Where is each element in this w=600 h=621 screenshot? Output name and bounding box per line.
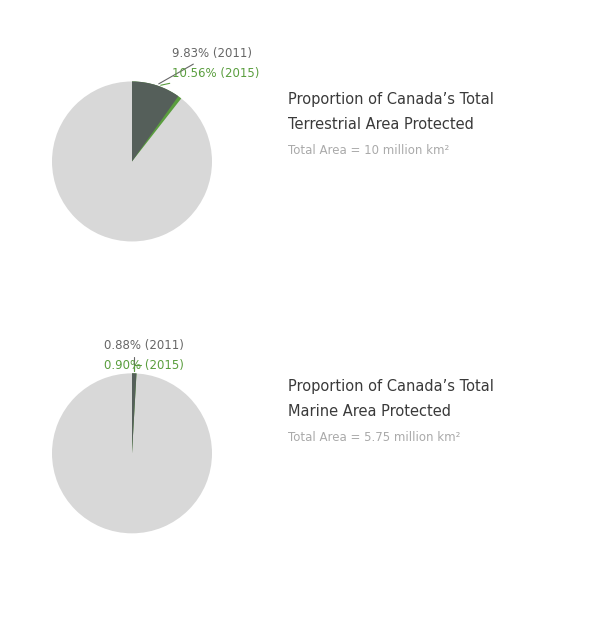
Text: 0.88% (2011): 0.88% (2011) — [104, 339, 184, 371]
Text: Proportion of Canada’s Total: Proportion of Canada’s Total — [288, 92, 494, 107]
Wedge shape — [132, 373, 136, 453]
Text: 9.83% (2011): 9.83% (2011) — [159, 47, 252, 84]
Text: Proportion of Canada’s Total: Proportion of Canada’s Total — [288, 379, 494, 394]
Wedge shape — [132, 81, 181, 161]
Text: Terrestrial Area Protected: Terrestrial Area Protected — [288, 117, 474, 132]
Text: 0.90% (2015): 0.90% (2015) — [104, 359, 184, 372]
Wedge shape — [52, 81, 212, 242]
Text: Total Area = 10 million km²: Total Area = 10 million km² — [288, 144, 449, 156]
Text: Total Area = 5.75 million km²: Total Area = 5.75 million km² — [288, 431, 460, 443]
Wedge shape — [132, 373, 137, 453]
Wedge shape — [132, 81, 178, 161]
Wedge shape — [52, 373, 212, 533]
Text: 10.56% (2015): 10.56% (2015) — [161, 67, 259, 85]
Text: Marine Area Protected: Marine Area Protected — [288, 404, 451, 419]
